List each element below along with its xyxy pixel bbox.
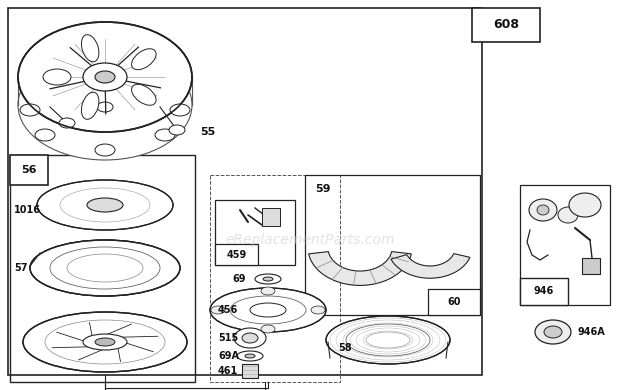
Ellipse shape <box>95 144 115 156</box>
Bar <box>242 364 258 378</box>
Bar <box>10 155 48 185</box>
Ellipse shape <box>535 320 571 344</box>
Ellipse shape <box>37 180 173 230</box>
Bar <box>520 278 568 305</box>
Text: 1016: 1016 <box>14 205 41 215</box>
Text: 57: 57 <box>14 263 27 273</box>
Bar <box>8 8 482 375</box>
Ellipse shape <box>210 288 326 332</box>
Text: 608: 608 <box>493 18 519 32</box>
Polygon shape <box>309 252 411 285</box>
Bar <box>472 8 540 42</box>
Bar <box>215 244 258 265</box>
Ellipse shape <box>59 118 75 128</box>
Polygon shape <box>391 254 470 278</box>
Ellipse shape <box>311 306 325 314</box>
Ellipse shape <box>263 277 273 281</box>
Bar <box>428 289 480 315</box>
Ellipse shape <box>245 354 255 358</box>
Ellipse shape <box>558 207 578 223</box>
Ellipse shape <box>45 246 165 290</box>
Ellipse shape <box>81 92 99 119</box>
Ellipse shape <box>57 250 153 286</box>
Ellipse shape <box>242 333 258 343</box>
Text: 59: 59 <box>315 184 330 194</box>
Text: 60: 60 <box>447 297 461 307</box>
Ellipse shape <box>131 49 156 70</box>
Ellipse shape <box>131 84 156 105</box>
Bar <box>582 258 600 274</box>
Ellipse shape <box>529 199 557 221</box>
Ellipse shape <box>43 69 71 85</box>
Text: 69: 69 <box>232 274 246 284</box>
Ellipse shape <box>234 328 266 348</box>
Ellipse shape <box>211 306 225 314</box>
Ellipse shape <box>326 316 450 364</box>
Ellipse shape <box>95 338 115 346</box>
Ellipse shape <box>18 50 192 160</box>
Ellipse shape <box>537 205 549 215</box>
Text: 55: 55 <box>200 127 215 137</box>
Bar <box>520 185 610 305</box>
Ellipse shape <box>255 274 281 284</box>
Ellipse shape <box>30 240 180 296</box>
Bar <box>305 175 480 315</box>
Text: eReplacementParts.com: eReplacementParts.com <box>225 233 395 247</box>
Text: 461: 461 <box>218 366 238 376</box>
Ellipse shape <box>20 104 40 116</box>
Bar <box>10 155 195 382</box>
Ellipse shape <box>95 71 115 83</box>
Ellipse shape <box>83 334 127 350</box>
Ellipse shape <box>23 312 187 372</box>
Ellipse shape <box>30 240 180 296</box>
Ellipse shape <box>81 35 99 62</box>
Ellipse shape <box>169 125 185 135</box>
Text: 56: 56 <box>21 165 37 175</box>
Ellipse shape <box>237 351 263 361</box>
Bar <box>210 175 340 382</box>
Ellipse shape <box>45 320 165 364</box>
Text: 456: 456 <box>218 305 238 315</box>
Text: 946A: 946A <box>578 327 606 337</box>
Ellipse shape <box>35 129 55 141</box>
Ellipse shape <box>155 129 175 141</box>
Text: 58: 58 <box>338 343 352 353</box>
Ellipse shape <box>170 104 190 116</box>
Ellipse shape <box>87 198 123 212</box>
Ellipse shape <box>97 102 113 112</box>
Text: 946: 946 <box>534 287 554 296</box>
Ellipse shape <box>83 63 127 91</box>
Ellipse shape <box>18 22 192 132</box>
Ellipse shape <box>261 287 275 295</box>
Text: 459: 459 <box>226 250 247 259</box>
Text: 69A: 69A <box>218 351 239 361</box>
Ellipse shape <box>544 326 562 338</box>
Bar <box>262 208 280 226</box>
Ellipse shape <box>250 303 286 317</box>
Ellipse shape <box>261 325 275 333</box>
Ellipse shape <box>569 193 601 217</box>
Bar <box>215 200 295 265</box>
Text: 515: 515 <box>218 333 238 343</box>
